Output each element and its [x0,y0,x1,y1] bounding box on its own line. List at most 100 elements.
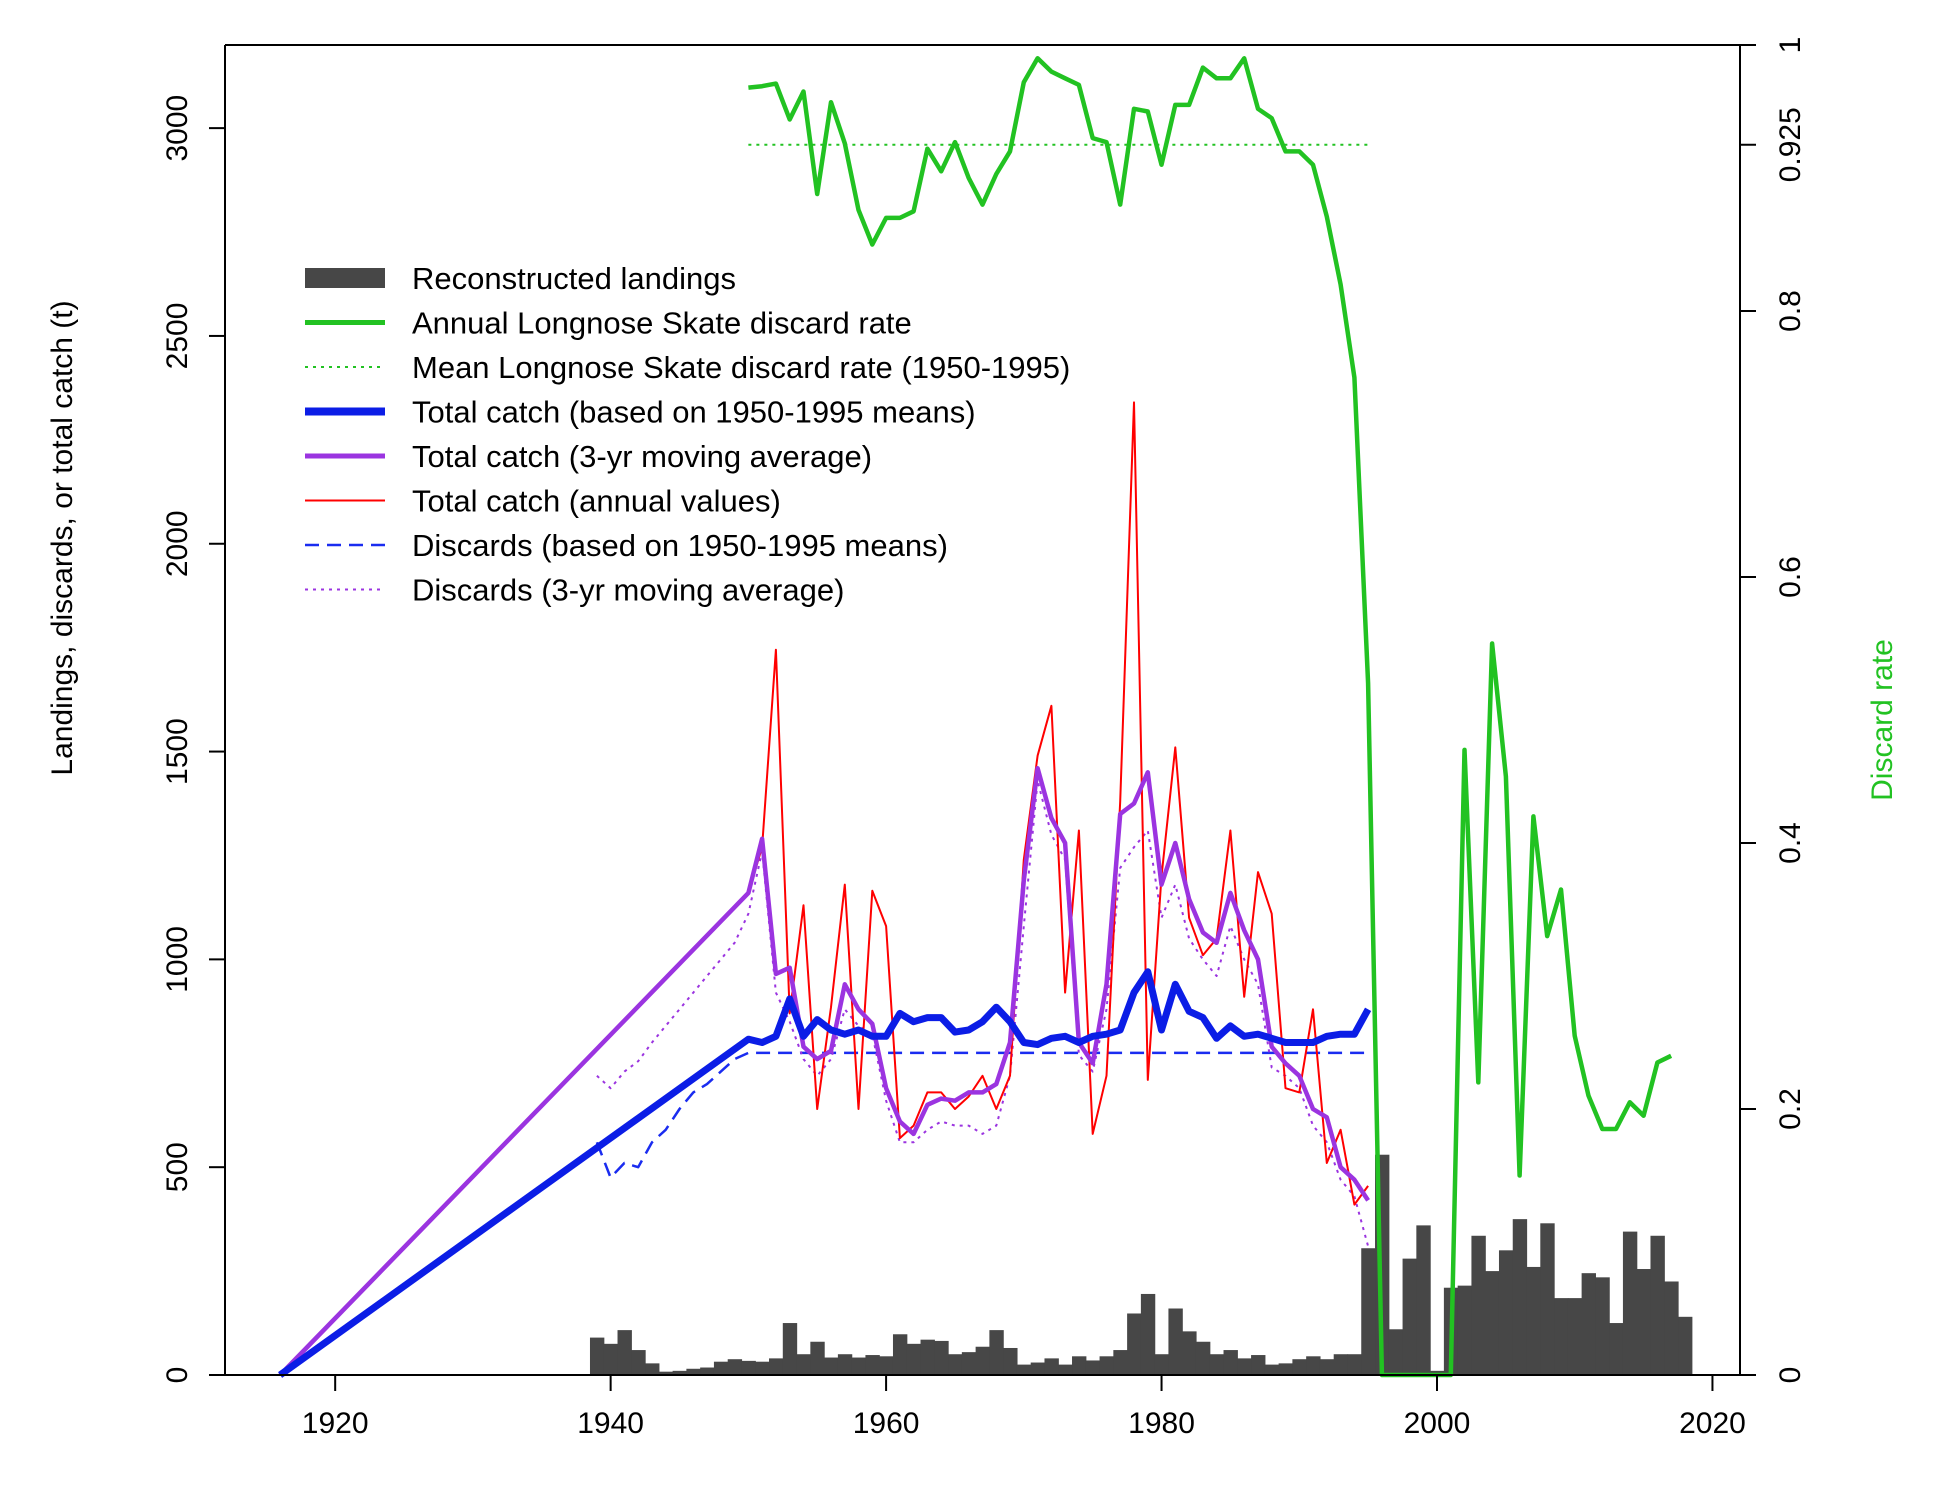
landings-bar [700,1367,715,1375]
landings-bar [906,1343,922,1375]
landings-bar [1498,1250,1514,1375]
landings-bar [810,1341,825,1375]
landings-bar [824,1357,839,1375]
landings-bar [1650,1235,1665,1375]
y-tick-label: 1000 [161,926,194,993]
landings-bar [796,1354,811,1375]
legend-label: Discards (based on 1950-1995 means) [412,528,948,563]
x-tick-label: 1920 [302,1407,369,1440]
landings-bar [1567,1298,1583,1375]
landings-bar [1319,1359,1335,1375]
landings-bar [1664,1281,1679,1375]
legend-swatch [305,268,385,288]
landings-bar [1237,1358,1252,1375]
y2-tick-label: 0.925 [1774,107,1807,182]
landings-bar [1072,1356,1087,1375]
landings-bar [1485,1271,1500,1375]
landings-bar [713,1361,729,1375]
landings-bar [1416,1225,1431,1375]
landings-bar [1016,1364,1032,1375]
landings-bar [672,1370,687,1375]
series-discards-ma [596,779,1370,1247]
landings-bar [658,1371,674,1375]
landings-bar [851,1357,867,1375]
y2-tick-label: 0.2 [1774,1088,1807,1130]
legend-label: Reconstructed landings [412,261,736,296]
landings-bar [617,1330,632,1375]
landings-bar [989,1330,1004,1375]
y2-axis-label: Discard rate [1866,639,1899,801]
x-tick-label: 1960 [853,1407,920,1440]
series-total-annual [747,401,1369,1206]
landings-bar [1003,1347,1018,1375]
axes: 1920 1940 1960 1980 2000 2020 0 500 1000 1500 2000… [161,37,1807,1440]
legend: Reconstructed landings Annual Longnose Sk… [305,261,1070,608]
landings-bar [1030,1362,1046,1375]
landings-bar [1085,1360,1101,1375]
landings-bar [1333,1354,1349,1375]
landings-bar [631,1350,646,1375]
landings-bar [1526,1266,1541,1375]
series-total-ma [278,765,1370,1377]
landings-bar [948,1354,963,1375]
series-discards-means [595,1051,1369,1179]
landings-bar [920,1339,935,1375]
landings-bar [1512,1219,1528,1375]
landings-bar [1099,1356,1114,1375]
landings-bar [1361,1248,1376,1375]
legend-label: Discards (3-yr moving average) [412,573,844,608]
landings-bar [865,1355,880,1375]
y2-tick-label: 0 [1774,1367,1807,1384]
landings-bar [961,1352,977,1375]
series-total-means [278,968,1372,1378]
landings-bar [1278,1363,1293,1375]
landings-bar [1595,1277,1610,1375]
legend-label: Mean Longnose Skate discard rate (1950-1… [412,350,1070,385]
y-tick-label: 0 [161,1367,194,1384]
landings-bar [1471,1235,1486,1375]
landings-bar [1402,1258,1417,1375]
landings-bar [1223,1350,1238,1375]
landings-bar [1457,1285,1473,1375]
landings-bar [1140,1293,1156,1375]
landings-bar [741,1360,756,1375]
landings-bar [727,1359,743,1375]
landings-bar [603,1343,619,1375]
landings-bar [1622,1231,1638,1375]
y-tick-label: 500 [161,1142,194,1192]
landings-bar [1292,1359,1307,1375]
landings-bar [1154,1354,1170,1375]
landings-bar [1264,1364,1280,1375]
y-tick-label: 2500 [161,303,194,370]
landings-bar [1609,1323,1624,1375]
y2-tick-label: 1 [1774,37,1807,54]
landings-bar [1251,1355,1266,1375]
discard-rate-line [748,56,1673,1378]
landings-bar [1058,1364,1073,1375]
landings-bar [879,1356,894,1375]
chart-series [278,56,1673,1378]
landings-bar [1388,1329,1404,1375]
landings-bar [755,1361,770,1375]
landings-bar [1044,1358,1059,1375]
landings-bar [892,1334,908,1375]
legend-label: Total catch (3-yr moving average) [412,439,872,474]
landings-bar [1195,1341,1211,1375]
landings-bar [1678,1316,1693,1375]
legend-label: Total catch (based on 1950-1995 means) [412,395,976,430]
landings-bar [1540,1223,1555,1375]
landings-bar [645,1363,660,1375]
x-tick-label: 2000 [1404,1407,1471,1440]
y-axis-label: Landings, discards, or total catch (t) [46,300,79,775]
y2-tick-label: 0.6 [1774,556,1807,598]
landings-bar [769,1358,784,1375]
landings-bars [589,1154,1693,1375]
landings-bar [1554,1298,1569,1375]
y2-tick-label: 0.8 [1774,290,1807,332]
landings-bar [1306,1356,1321,1375]
y-tick-label: 1500 [161,718,194,785]
landings-bar [782,1323,798,1375]
landings-bar [1347,1354,1362,1375]
landings-bar [686,1368,701,1375]
